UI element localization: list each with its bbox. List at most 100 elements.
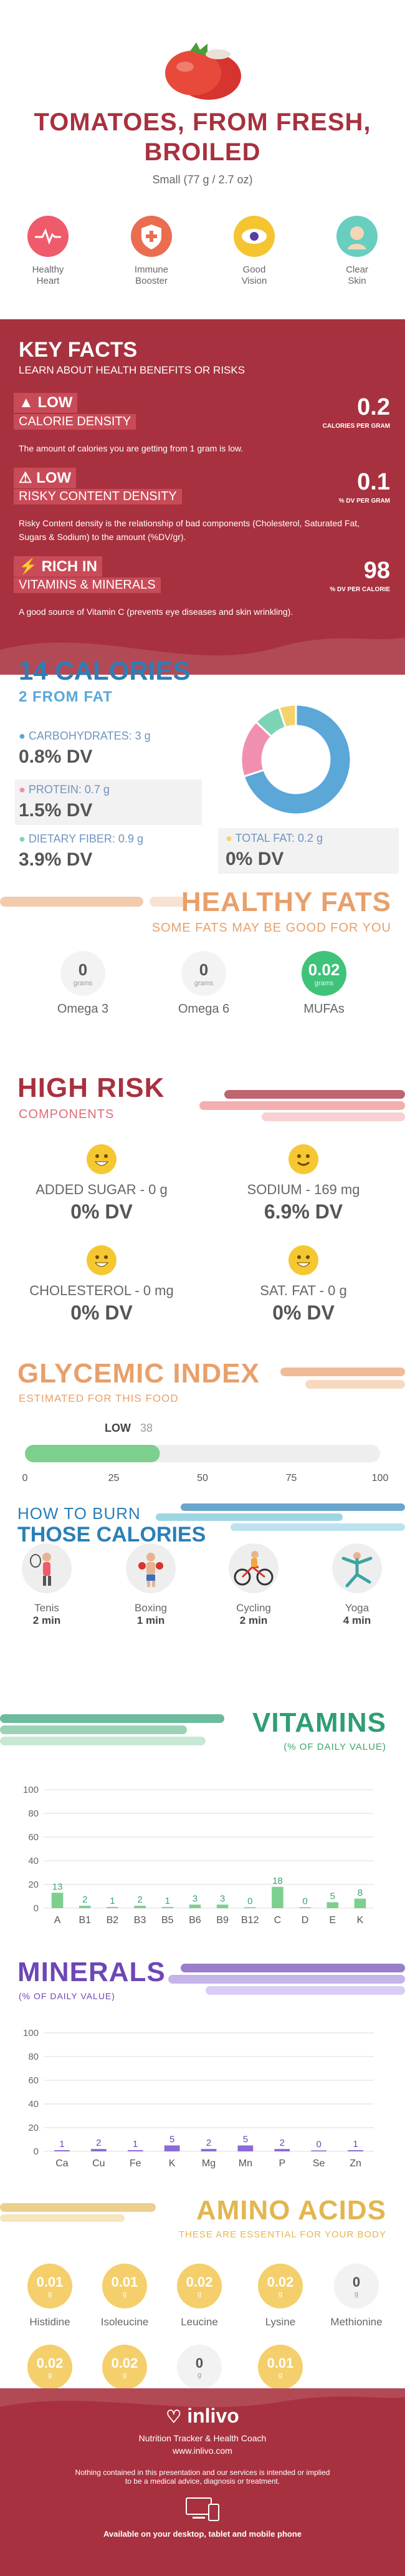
page-title: TOMATOES, FROM FRESH, BROILED (34, 109, 371, 166)
vitamins-bar-chart: 02040608010013A2B11B22B31B53B63B90B1218C… (23, 1785, 374, 1926)
mineral-category-label: Cu (92, 2158, 105, 2169)
burn-yoga: Yoga 4 min (323, 1543, 391, 1627)
fact-tag: ⚠ LOW (14, 468, 77, 488)
mineral-bar-p (274, 2149, 290, 2151)
glycemic-stripe-decoration (280, 1368, 405, 1389)
vitamin-bar-b5 (161, 1907, 174, 1908)
amino-acid-label: Histidine (29, 2316, 70, 2328)
amino-acid-badge: 0.02 g (102, 2345, 147, 2390)
fact-description: Risky Content density is the relationshi… (19, 518, 360, 542)
vitamin-value-label: 0 (247, 1896, 252, 1907)
vitamin-value-label: 0 (302, 1896, 307, 1907)
fat-omega-6: 0 grams Omega 6 (169, 951, 238, 1016)
glycemic-tick-label: 100 (372, 1473, 389, 1483)
vitamin-ytick-label: 20 (28, 1879, 39, 1890)
amino-acid-methionine: 0 g Methionine (319, 2264, 394, 2328)
burn-cycling: Cycling 2 min (219, 1543, 288, 1627)
mineral-bar-k (164, 2145, 180, 2151)
footer-url[interactable]: www.inlivo.com (173, 2446, 232, 2456)
amino-acid-unit: g (47, 2290, 52, 2298)
mineral-value-label: 2 (206, 2138, 211, 2148)
amino-acid-label: Leucine (181, 2316, 218, 2328)
footer-tagline: Nutrition Tracker & Health Coach (138, 2433, 267, 2443)
high-risk-subtitle: COMPONENTS (19, 1107, 115, 1121)
amino-acid-value: 0.02 (186, 2274, 213, 2290)
skin-icon (336, 216, 378, 257)
nutrient-carbohydrates: ● CARBOHYDRATES: 3 g 0.8% DV (19, 730, 151, 767)
mineral-bar-fe (127, 2150, 143, 2151)
mineral-category-label: P (279, 2158, 285, 2169)
calories-title: 14 CALORIES (19, 656, 191, 685)
risk-sodium: SODIUM - 169 mg 6.9% DV (222, 1144, 384, 1223)
vitamin-bar-a (51, 1893, 64, 1908)
risk-added-sugar: ADDED SUGAR - 0 g 0% DV (21, 1144, 183, 1223)
benefit-clear-skin: Clear Skin (323, 216, 391, 287)
vitamins-title: VITAMINS (252, 1707, 386, 1738)
heart-icon (27, 216, 69, 257)
mineral-bar-mg (201, 2149, 217, 2151)
glycemic-subtitle: ESTIMATED FOR THIS FOOD (19, 1392, 179, 1404)
vitamin-bar-b3 (134, 1906, 146, 1908)
mineral-ytick-label: 80 (28, 2052, 39, 2062)
vitamin-category-label: B3 (134, 1915, 146, 1926)
fact-unit: % DV PER GRAM (338, 498, 390, 504)
vitamin-value-label: 2 (82, 1894, 87, 1905)
vitamin-value-label: 8 (358, 1888, 363, 1898)
amino-acid-badge: 0.02 g (258, 2264, 303, 2308)
amino-acid-badge: 0.01 g (102, 2264, 147, 2308)
wave-decoration (0, 637, 405, 675)
nutrient-dietary-fiber: ● DIETARY FIBER: 0.9 g 3.9% DV (19, 832, 143, 870)
fact-value: 0.1 (357, 469, 390, 495)
boxing-icon (126, 1543, 176, 1593)
vitamin-category-label: C (274, 1915, 282, 1926)
fats-stripe-decoration (0, 897, 187, 907)
healthy-fats-subtitle: SOME FATS MAY BE GOOD FOR YOU (151, 921, 391, 935)
benefit-good-vision: Good Vision (220, 216, 288, 287)
minerals-title: MINERALS (17, 1957, 166, 1987)
burn-boxing: Boxing 1 min (117, 1543, 185, 1627)
mineral-ytick-label: 40 (28, 2099, 39, 2110)
vitamin-bar-b9 (216, 1904, 229, 1908)
amino-title: AMINO ACIDS (196, 2195, 386, 2226)
key-facts-subtitle: LEARN ABOUT HEALTH BENEFITS OR RISKS (19, 364, 245, 376)
vitamin-category-label: B2 (107, 1915, 119, 1926)
mineral-ytick-label: 20 (28, 2123, 39, 2133)
flame-icon: ▲ (19, 394, 34, 411)
amino-acid-badge: 0.02 g (27, 2345, 72, 2390)
glycemic-tick-label: 75 (286, 1473, 297, 1483)
vitamins-stripe-decoration (0, 1714, 224, 1745)
risk-stripe-decoration (199, 1090, 405, 1121)
amino-acid-badge: 0.01 g (27, 2264, 72, 2308)
glycemic-level-label: LOW 38 (105, 1422, 153, 1434)
vitamin-bar-b12 (244, 1907, 256, 1908)
vitamin-ytick-label: 0 (34, 1903, 39, 1914)
fact-unit: % DV PER CALORIE (330, 586, 390, 593)
amino-acid-unit: g (122, 2371, 127, 2379)
amino-acid-unit: g (197, 2290, 202, 2298)
vitamin-bar-b6 (189, 1904, 201, 1908)
calories-subtitle: 2 FROM FAT (19, 688, 113, 705)
amino-acid-lysine: 0.02 g Lysine (243, 2264, 318, 2328)
mineral-bar-cu (90, 2149, 107, 2151)
mineral-category-label: Mg (202, 2158, 216, 2169)
fact-tag: ⚡ RICH IN (14, 556, 102, 577)
devices-icon (186, 2497, 219, 2521)
vitamin-value-label: 1 (110, 1896, 115, 1906)
mineral-ytick-label: 0 (34, 2146, 39, 2157)
donut-slice-carbohydrates (242, 703, 352, 816)
glycemic-title: GLYCEMIC INDEX (17, 1358, 260, 1389)
fact-description: A good source of Vitamin C (prevents eye… (19, 607, 293, 617)
nutrient-protein: ● PROTEIN: 0.7 g 1.5% DV (15, 779, 202, 825)
amino-acid-value: 0.01 (267, 2355, 294, 2371)
amino-acid-unit: g (278, 2290, 283, 2298)
fact-tag: ▲ LOW (14, 393, 78, 413)
mineral-value-label: 2 (280, 2138, 285, 2148)
amino-acid-value: 0 (195, 2355, 204, 2371)
mineral-value-label: 5 (243, 2135, 248, 2145)
mineral-ytick-label: 60 (28, 2075, 39, 2086)
amino-acid-label: Isoleucine (100, 2316, 149, 2328)
vitamin-ytick-label: 100 (23, 1785, 39, 1795)
fat-mufas: 0.02 grams MUFAs (290, 951, 358, 1016)
burn-title-line2: THOSE CALORIES (17, 1523, 206, 1546)
